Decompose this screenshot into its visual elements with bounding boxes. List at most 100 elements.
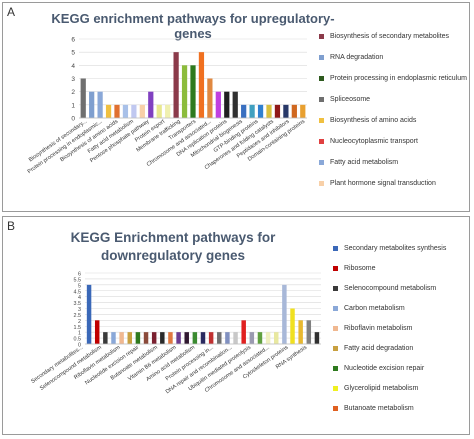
chart-a-legend-swatch	[319, 139, 324, 144]
chart-a-bar	[241, 104, 247, 118]
chart-b-legend-swatch	[333, 326, 338, 331]
chart-a-bar	[198, 52, 205, 118]
chart-a-y-tick-label: 3	[71, 76, 75, 83]
chart-b-bar	[192, 332, 198, 344]
chart-a-bar	[181, 65, 188, 118]
chart-a-bar	[283, 104, 289, 118]
chart-b-legend-item: Riboflavin metabolism	[333, 325, 474, 334]
chart-a-legend-swatch	[319, 118, 324, 123]
chart-a-bar	[291, 104, 297, 118]
chart-a-y-tick-label: 2	[71, 89, 75, 96]
chart-a-legend-swatch	[319, 55, 324, 60]
chart-b-bar	[143, 332, 149, 344]
chart-b-legend-swatch	[333, 246, 338, 251]
chart-a-legend: Biosynthesis of secondary metabolites RNA…	[319, 33, 469, 209]
chart-a-legend-label: Nucleocytoplasmic transport	[330, 138, 418, 145]
chart-b-bar	[265, 332, 271, 344]
chart-b-legend-item: Butanoate metabolism	[333, 405, 474, 414]
chart-b-legend-item: Secondary metabolites synthesis	[333, 245, 474, 254]
chart-b-bar	[160, 332, 165, 344]
chart-a-legend-label: Biosynthesis of secondary metabolites	[330, 33, 450, 40]
chart-b-bar	[151, 332, 157, 344]
chart-b-legend-swatch	[333, 406, 338, 411]
chart-a-legend-item: Plant hormone signal transduction	[319, 180, 469, 189]
chart-a-bar	[190, 65, 196, 118]
chart-a-bar	[300, 104, 306, 118]
chart-b-legend-swatch	[333, 266, 338, 271]
chart-b-bar	[135, 332, 141, 344]
chart-a-y-tick-label: 4	[71, 63, 75, 70]
chart-b-y-tick-label: 5.5	[74, 277, 82, 283]
chart-b-y-tick-label: 3	[78, 307, 81, 313]
chart-b-bar	[168, 332, 173, 344]
chart-b-bar	[282, 284, 287, 344]
chart-a-bar	[148, 91, 154, 118]
chart-b-bar	[306, 320, 312, 344]
chart-b-legend-swatch	[333, 366, 338, 371]
panel-a: A KEGG enrichment pathways for upregulat…	[2, 2, 470, 212]
chart-b-legend-label: Carbon metabolism	[344, 305, 405, 312]
chart-a-legend-item: Biosynthesis of amino acids	[319, 117, 469, 126]
chart-b-bar	[249, 332, 255, 344]
chart-a-y-tick-label: 6	[71, 37, 75, 44]
chart-a-legend-swatch	[319, 76, 324, 81]
chart-b-legend-label: Nucleotide excision repair	[344, 365, 425, 372]
chart-b-bar	[208, 332, 214, 344]
panel-b-letter: B	[7, 219, 16, 233]
chart-a-bar	[131, 104, 137, 118]
chart-b-bar	[94, 320, 100, 344]
chart-a-bar	[266, 104, 272, 118]
chart-b-bar	[86, 284, 92, 344]
chart-b-bar	[274, 332, 279, 344]
chart-b-bar	[314, 332, 320, 344]
chart-b-legend-swatch	[333, 386, 338, 391]
chart-a-bar	[232, 91, 238, 118]
chart-b-bar	[298, 320, 303, 344]
chart-a-bar	[122, 104, 129, 118]
chart-a-bar	[139, 104, 145, 118]
chart-a-legend-label: Spliceosome	[330, 96, 371, 103]
chart-a-legend-swatch	[319, 181, 324, 186]
chart-a-y-tick-label: 0	[71, 116, 75, 123]
chart-b-y-tick-label: 4	[78, 295, 81, 301]
chart-a-bar	[105, 104, 112, 118]
panel-b: B KEGG Enrichment pathways for downregul…	[2, 216, 470, 435]
chart-a-title: KEGG enrichment pathways for upregulator…	[51, 11, 335, 41]
chart-a-legend-label: Biosynthesis of amino acids	[330, 117, 417, 124]
chart-a-legend-swatch	[319, 34, 324, 39]
chart-b-y-tick-label: 2	[78, 319, 81, 325]
chart-b-y-tick-label: 6	[78, 272, 81, 278]
chart-b-legend-item: Nucleotide excision repair	[333, 365, 474, 374]
chart-b-legend-label: Selenocompound metabolism	[344, 285, 437, 292]
chart-b-legend-item: Glycerolipid metabolism	[333, 385, 474, 394]
chart-b-legend-label: Fatty acid degradation	[344, 345, 414, 352]
chart-b-y-tick-label: 1	[78, 331, 81, 337]
chart-b-bar	[111, 332, 116, 344]
chart-b-bar	[184, 332, 189, 344]
panel-a-letter: A	[7, 5, 16, 19]
chart-a-y-tick-label: 5	[71, 50, 75, 57]
chart-b-legend-label: Butanoate metabolism	[344, 405, 414, 412]
chart-b-bar	[225, 332, 230, 344]
chart-a-bar	[215, 91, 221, 118]
chart-b-y-tick-label: 4.5	[74, 289, 82, 295]
chart-a-bar	[249, 104, 255, 118]
chart-b-y-tick-label: 2.5	[74, 313, 82, 319]
chart-a-legend-label: Protein processing in endoplasmic reticu…	[330, 75, 467, 82]
chart-a-legend-label: Plant hormone signal transduction	[330, 180, 436, 187]
chart-b-bar	[257, 332, 263, 344]
chart-a-bar	[114, 104, 120, 118]
chart-b-y-tick-label: 3.5	[74, 301, 82, 307]
chart-b-y-tick-label: 5	[78, 283, 81, 289]
chart-a-bar	[224, 91, 230, 118]
chart-b-bar	[127, 332, 132, 344]
chart-a-legend-item: Protein processing in endoplasmic reticu…	[319, 75, 469, 84]
chart-b-bar	[290, 308, 295, 344]
chart-b-legend-swatch	[333, 346, 338, 351]
chart-a-legend-item: Nucleocytoplasmic transport	[319, 138, 469, 147]
chart-a-legend-swatch	[319, 160, 324, 165]
chart-a-bar	[156, 104, 162, 118]
chart-a-legend-label: Fatty acid metabolism	[330, 159, 399, 166]
